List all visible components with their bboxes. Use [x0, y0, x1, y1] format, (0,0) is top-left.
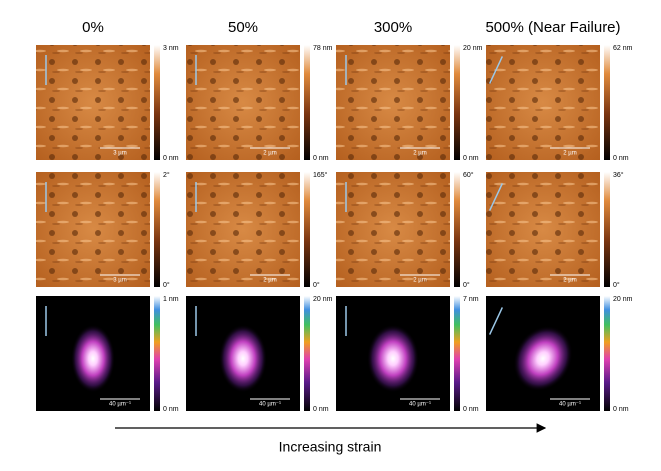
colorbar: [154, 296, 160, 411]
afm-texture: [486, 172, 600, 287]
colorbar-max: 165°: [313, 171, 328, 179]
scale-label: 3 µm: [113, 278, 126, 284]
colorbar-max: 3 nm: [163, 45, 179, 52]
scale-label: 40 µm⁻¹: [259, 402, 281, 408]
colorbar-max: 20 nm: [313, 296, 333, 303]
fft-blob: [367, 324, 419, 393]
colorbar-min: 0 nm: [313, 155, 329, 162]
colorbar: [304, 296, 310, 411]
fft-blob: [71, 324, 115, 393]
afm-texture: [336, 45, 450, 160]
scale-label: 2 µm: [563, 278, 576, 284]
afm-texture: [36, 45, 150, 160]
colorbar: [604, 45, 610, 160]
colorbar-min: 0°: [313, 281, 320, 289]
fft-blob: [513, 325, 573, 392]
afm-texture: [486, 45, 600, 160]
scale-label: 40 µm⁻¹: [109, 402, 131, 408]
scale-label: 2 µm: [413, 151, 426, 157]
colorbar-max: 36°: [613, 171, 624, 179]
direction-arrow: [488, 183, 504, 211]
colorbar-min: 0 nm: [463, 155, 479, 162]
colorbar: [304, 172, 310, 287]
direction-arrow: [488, 307, 504, 335]
colorbar-max: 60°: [463, 171, 474, 179]
scale-label: 3 µm: [113, 151, 126, 157]
afm-texture: [336, 172, 450, 287]
colorbar-min: 0 nm: [613, 406, 629, 413]
scale-label: 2 µm: [263, 151, 276, 157]
colorbar-max: 2°: [163, 171, 170, 179]
colorbar-max: 20 nm: [463, 45, 483, 52]
colorbar-min: 0°: [463, 281, 470, 289]
scale-label: 2 µm: [563, 151, 576, 157]
column-header: 50%: [228, 19, 258, 36]
scale-label: 2 µm: [263, 278, 276, 284]
colorbar-min: 0 nm: [313, 406, 329, 413]
scale-label: 2 µm: [413, 278, 426, 284]
column-header: 500% (Near Failure): [485, 19, 620, 36]
colorbar-min: 0°: [163, 281, 170, 289]
colorbar: [454, 45, 460, 160]
colorbar: [154, 172, 160, 287]
direction-arrow: [488, 56, 504, 84]
colorbar-max: 62 nm: [613, 45, 633, 52]
colorbar: [604, 296, 610, 411]
colorbar-min: 0 nm: [463, 406, 479, 413]
colorbar-min: 0°: [613, 281, 620, 289]
colorbar: [154, 45, 160, 160]
afm-texture: [186, 172, 300, 287]
caption: Increasing strain: [279, 439, 382, 455]
colorbar-max: 78 nm: [313, 45, 333, 52]
afm-texture: [36, 172, 150, 287]
scale-label: 40 µm⁻¹: [409, 402, 431, 408]
colorbar: [604, 172, 610, 287]
fft-blob: [219, 324, 267, 393]
column-header: 0%: [82, 19, 104, 36]
colorbar: [304, 45, 310, 160]
scale-label: 40 µm⁻¹: [559, 402, 581, 408]
colorbar-min: 0 nm: [163, 155, 179, 162]
colorbar-max: 7 nm: [463, 296, 479, 303]
colorbar-min: 0 nm: [613, 155, 629, 162]
colorbar-max: 20 nm: [613, 296, 633, 303]
colorbar: [454, 172, 460, 287]
colorbar: [454, 296, 460, 411]
colorbar-min: 0 nm: [163, 406, 179, 413]
colorbar-max: 1 nm: [163, 296, 179, 303]
afm-texture: [186, 45, 300, 160]
column-header: 300%: [374, 19, 412, 36]
